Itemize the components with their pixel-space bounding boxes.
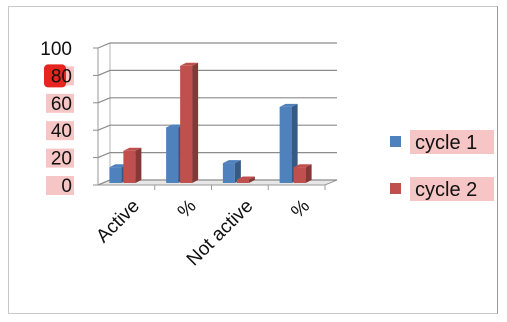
bar-cycle-1-3 <box>279 103 298 183</box>
bar-front <box>123 150 136 183</box>
bar-front <box>279 106 292 183</box>
legend-highlight <box>410 177 494 201</box>
bars <box>109 62 312 184</box>
bar-front <box>222 163 235 183</box>
y-axis-ticks: 0 20 40 60 80 100 <box>40 39 98 197</box>
y-tick-label: 40 <box>51 121 72 142</box>
y-tick-label: 80 <box>51 66 72 87</box>
bar-top <box>222 160 241 164</box>
bar-cycle-2-2 <box>236 176 255 183</box>
x-axis-ticks: Active %Not active% <box>92 185 326 270</box>
bar-front <box>293 167 306 183</box>
bar-side <box>291 103 298 183</box>
bar-side <box>135 147 142 183</box>
y-tick-label: 20 <box>51 149 72 170</box>
bar-top <box>123 147 142 151</box>
y-label-highlight <box>46 121 74 141</box>
bar-top <box>293 164 312 168</box>
bar-top <box>166 124 185 128</box>
legend-label: cycle 2 <box>415 179 477 201</box>
bar-top <box>180 62 199 66</box>
legend-highlight <box>410 130 494 154</box>
bar-cycle-1-2 <box>222 160 241 183</box>
x-tick-label: % <box>287 196 314 223</box>
gridline <box>97 97 337 104</box>
y-label-highlight <box>46 176 74 195</box>
gridline <box>97 124 337 131</box>
back-wall <box>110 43 337 180</box>
y-label-marker <box>44 64 66 88</box>
y-label-highlight <box>46 93 74 113</box>
x-tick-label: Active <box>92 196 143 247</box>
bar-cycle-2-3 <box>293 164 312 183</box>
y-tick-label: 60 <box>51 94 72 115</box>
gridline <box>97 69 337 76</box>
bar-side <box>234 160 241 183</box>
bar-front <box>166 127 179 183</box>
bar-top <box>109 164 128 168</box>
bar-cycle-2-0 <box>123 147 142 183</box>
bar-front <box>109 167 122 183</box>
bar-side <box>192 62 199 184</box>
bar-top <box>236 176 255 180</box>
gridline <box>97 152 337 159</box>
y-tick-label: 0 <box>61 176 72 197</box>
legend: cycle 1 cycle 2 <box>390 130 494 201</box>
y-tick-label: 100 <box>40 39 72 60</box>
bar-side <box>248 176 255 183</box>
x-tick-label: % <box>174 196 201 223</box>
bar-side <box>305 164 312 183</box>
y-label-highlight <box>46 148 74 168</box>
bar-top <box>279 103 298 107</box>
gridline <box>97 42 337 49</box>
legend-swatch <box>390 136 401 147</box>
y-label-highlights <box>44 64 74 195</box>
bar-front <box>180 65 193 183</box>
legend-label: cycle 1 <box>415 132 477 154</box>
bar-cycle-2-1 <box>180 62 199 184</box>
legend-swatch <box>390 183 401 194</box>
bar-front <box>236 179 249 183</box>
